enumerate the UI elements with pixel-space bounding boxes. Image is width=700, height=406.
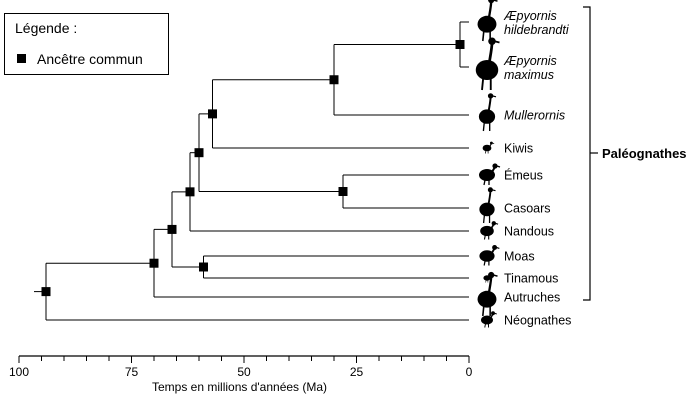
paleognathae-bracket: Paléognathes (583, 6, 687, 301)
taxon-label-line2: hildebrandti (504, 23, 570, 37)
ancestor-nodes (41, 40, 465, 297)
clade-label: Paléognathes (602, 146, 687, 161)
chicken-icon (481, 311, 497, 328)
elephant-bird-icon (477, 0, 498, 42)
common-ancestor-node (208, 109, 217, 119)
axis-tick-label: 50 (237, 365, 251, 379)
taxon-label: Mullerornis (504, 109, 565, 123)
elephant-bird-icon (475, 37, 500, 91)
taxon-label: Néognathes (504, 314, 571, 328)
taxon-label: Æpyornis (503, 9, 557, 23)
common-ancestor-node (455, 40, 465, 49)
taxon-labels: ÆpyornishildebrandtiÆpyornismaximusMulle… (503, 9, 571, 328)
common-ancestor-node (194, 148, 204, 158)
ancestor-square-icon (17, 54, 26, 63)
taxon-label-line2: maximus (504, 68, 554, 82)
axis-tick-label: 75 (125, 365, 139, 379)
taxon-label: Nandous (504, 225, 554, 239)
clade-bracket (583, 6, 591, 301)
common-ancestor-node (41, 287, 51, 297)
rhea-icon (480, 221, 499, 240)
common-ancestor-node (329, 75, 339, 85)
kiwi-icon (482, 141, 495, 154)
taxon-label: Kiwis (504, 142, 533, 156)
taxon-label: Casoars (504, 202, 551, 216)
common-ancestor-node (149, 258, 159, 268)
common-ancestor-node (167, 224, 177, 234)
ostrich-icon (477, 271, 498, 317)
axis-title: Temps en millions d'années (Ma) (152, 380, 327, 394)
axis-tick-label: 100 (9, 365, 29, 379)
legend-item-label: Ancêtre commun (37, 51, 143, 67)
taxon-label: Autruches (504, 291, 560, 305)
cassowary-icon (479, 187, 496, 224)
common-ancestor-node (185, 187, 195, 197)
taxon-label: Tinamous (504, 272, 558, 286)
emu-icon (479, 163, 501, 186)
axis-tick-label: 0 (466, 365, 473, 379)
axis-tick-label: 25 (350, 365, 364, 379)
common-ancestor-node (338, 187, 348, 196)
legend-title: Légende : (15, 20, 78, 36)
time-axis: 100 75 50 25 0 Temps en millions d'années (Ma… (9, 355, 473, 394)
taxon-label: Moas (504, 250, 535, 264)
moa-icon (479, 244, 500, 266)
taxon-label: Émeus (504, 168, 543, 183)
taxon-label: Æpyornis (503, 54, 557, 68)
legend: Légende : Ancêtre commun (4, 13, 169, 75)
common-ancestor-node (199, 262, 208, 272)
mullerornis-icon (478, 93, 497, 132)
taxon-icons (475, 0, 501, 328)
